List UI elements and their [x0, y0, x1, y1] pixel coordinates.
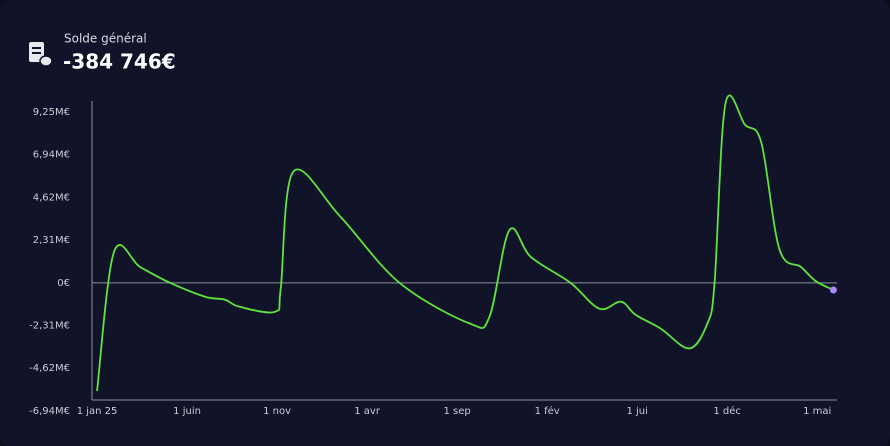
- y-tick-label: 9,25M€: [33, 107, 70, 118]
- x-tick-label: 1 déc: [713, 405, 741, 417]
- balance-value: -384 746€: [63, 50, 176, 74]
- balance-label: Solde général: [64, 32, 147, 46]
- x-tick-label: 1 jui: [626, 406, 647, 417]
- y-tick-label: 4,62M€: [33, 193, 70, 204]
- y-tick-label: -4,62M€: [29, 363, 70, 374]
- y-tick-label: 6,94M€: [33, 150, 70, 161]
- x-tick-label: 1 juin: [173, 406, 201, 417]
- y-tick-label: -2,31M€: [29, 321, 70, 332]
- y-tick-label: -6,94M€: [29, 406, 70, 417]
- end-marker: [829, 286, 837, 294]
- wallet-icon: [29, 42, 53, 67]
- x-tick-label: 1 nov: [263, 406, 291, 417]
- x-tick-label: 1 sep: [443, 406, 470, 417]
- x-tick-label: 1 avr: [354, 406, 381, 417]
- y-tick-label: 2,31M€: [33, 235, 70, 246]
- balance-line: [96, 94, 834, 392]
- x-tick-label: 1 jan 25: [77, 406, 118, 417]
- x-tick-label: 1 mai: [803, 406, 831, 417]
- x-tick-label: 1 fév: [535, 405, 560, 417]
- y-tick-label: 0€: [57, 278, 70, 289]
